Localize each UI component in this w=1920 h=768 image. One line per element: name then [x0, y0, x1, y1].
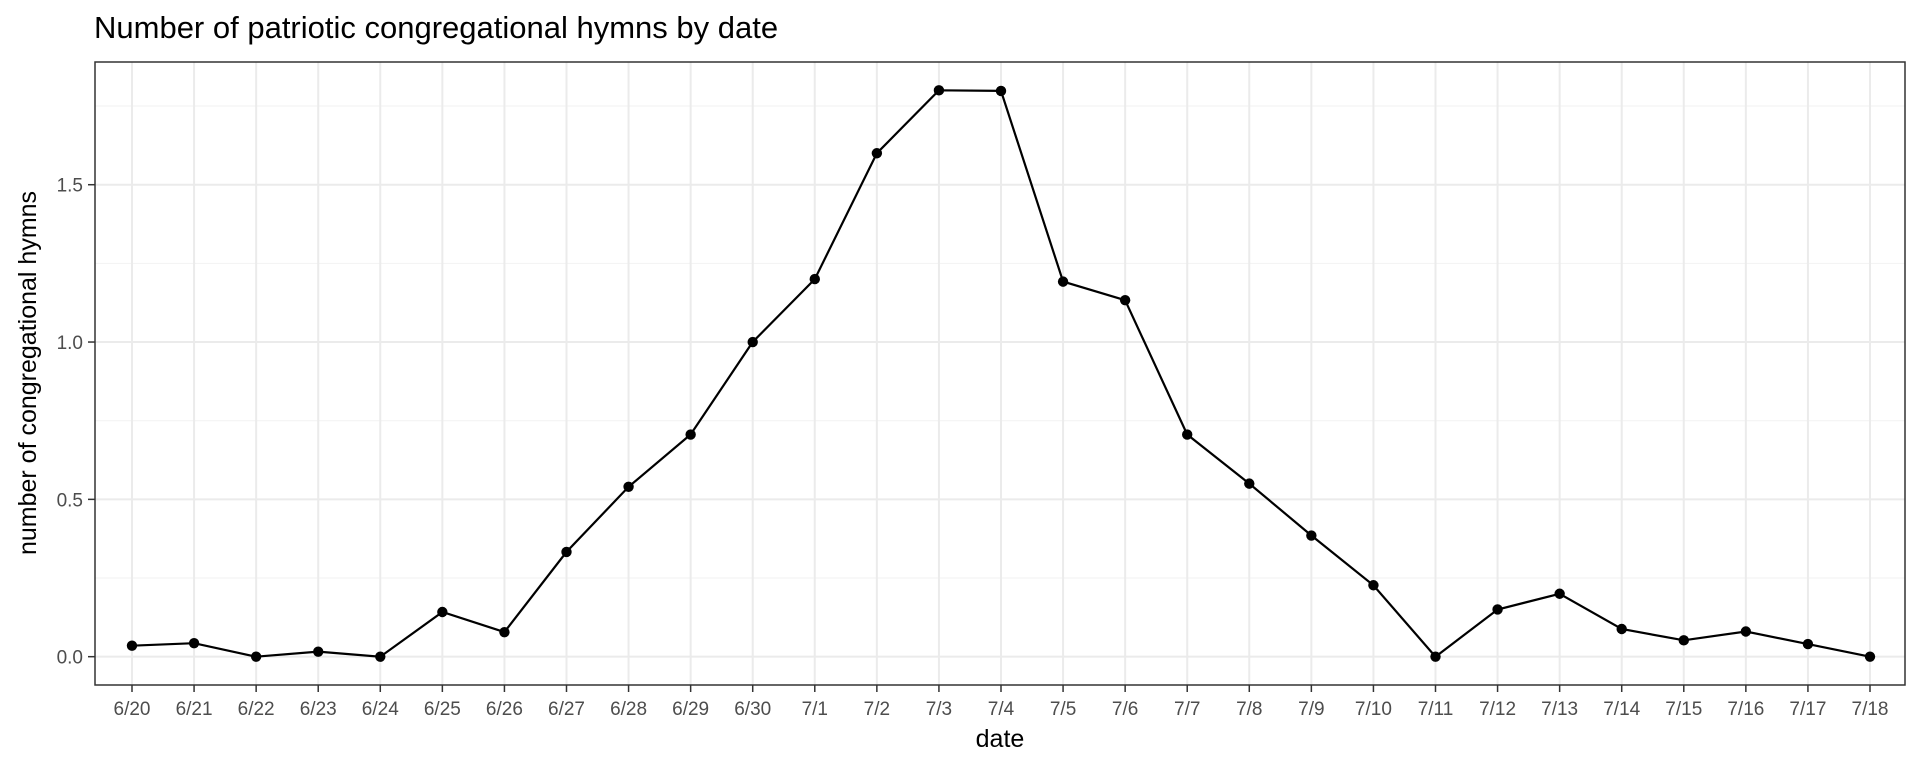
x-tick-label: 7/13	[1541, 699, 1578, 720]
x-tick-label: 7/2	[864, 699, 890, 720]
x-tick-label: 6/29	[672, 699, 709, 720]
data-point	[126, 640, 138, 651]
data-point	[561, 546, 572, 558]
data-point	[188, 637, 200, 649]
x-tick-label: 7/7	[1174, 699, 1200, 720]
x-tick-label: 6/25	[424, 699, 461, 720]
x-tick-label: 7/17	[1789, 699, 1826, 720]
data-point	[1057, 276, 1069, 287]
data-point	[871, 148, 883, 159]
x-tick-label: 7/12	[1479, 699, 1516, 720]
x-tick-label: 7/4	[988, 699, 1015, 720]
x-tick-label: 7/14	[1603, 699, 1640, 720]
chart-title: Number of patriotic congregational hymns…	[94, 10, 778, 45]
x-tick-label: 6/21	[176, 699, 213, 720]
x-tick-label: 7/15	[1665, 699, 1702, 720]
data-point	[1182, 429, 1193, 440]
x-tick-label: 7/11	[1418, 699, 1454, 720]
x-axis-title: date	[976, 725, 1025, 753]
data-point	[1430, 651, 1441, 662]
data-point	[1492, 604, 1503, 615]
data-point	[313, 646, 324, 657]
data-point	[1306, 530, 1317, 541]
data-point	[1740, 626, 1752, 637]
data-point	[375, 651, 386, 662]
plot-panel	[94, 61, 1906, 686]
x-tick-label: 6/28	[610, 699, 647, 720]
x-tick-label: 6/20	[114, 699, 151, 720]
data-point	[809, 273, 820, 285]
data-point	[499, 626, 510, 638]
data-point	[1802, 638, 1814, 650]
data-point	[747, 336, 758, 348]
x-tick-label: 7/6	[1112, 699, 1138, 720]
data-point	[1119, 294, 1131, 306]
x-tick-label: 7/1	[802, 699, 828, 720]
data-point	[1368, 580, 1379, 591]
x-tick-label: 7/5	[1050, 699, 1076, 720]
data-point	[623, 481, 634, 492]
data-point	[685, 429, 696, 440]
data-point	[1244, 478, 1255, 489]
data-point	[1554, 588, 1565, 599]
x-tick-label: 7/3	[926, 699, 952, 720]
y-tick-label: 1.5	[57, 176, 83, 197]
y-axis-title: number of congregational hymns	[14, 191, 42, 555]
x-tick-label: 7/16	[1727, 699, 1764, 720]
y-tick-label: 0.0	[57, 648, 83, 669]
data-point	[1616, 623, 1627, 635]
data-point	[995, 85, 1007, 97]
data-point	[437, 606, 448, 618]
y-tick-label: 0.5	[57, 490, 83, 511]
x-tick-label: 6/30	[734, 699, 771, 720]
x-tick-label: 7/8	[1236, 699, 1262, 720]
x-tick-label: 7/18	[1852, 699, 1889, 720]
y-axis: 0.0 0.5 1.0 1.5	[57, 176, 95, 669]
x-tick-label: 7/10	[1355, 699, 1392, 720]
x-tick-label: 6/22	[238, 699, 275, 720]
x-axis: 6/20 6/21 6/22 6/23 6/24 6/25 6/26 6/27 6/28 6/29…	[114, 685, 1889, 720]
x-tick-label: 7/9	[1298, 699, 1324, 720]
y-tick-label: 1.0	[57, 333, 83, 354]
x-tick-label: 6/23	[300, 699, 337, 720]
data-point	[1678, 635, 1689, 646]
data-point	[250, 651, 262, 662]
x-tick-label: 6/24	[362, 699, 399, 720]
data-point	[1864, 651, 1876, 662]
series-layer	[126, 85, 1876, 662]
x-tick-label: 6/27	[548, 699, 585, 720]
data-point	[933, 85, 945, 96]
x-tick-label: 6/26	[486, 699, 523, 720]
grid-layer	[95, 62, 1905, 685]
